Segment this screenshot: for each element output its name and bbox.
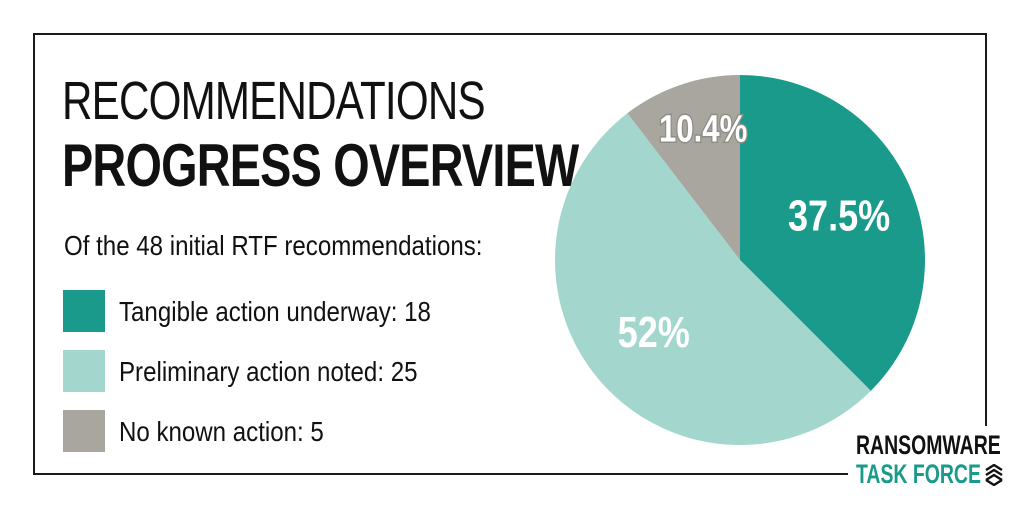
pie-slice-preliminary: [555, 113, 871, 445]
legend-swatch-preliminary: [63, 350, 105, 392]
title-line-1: RECOMMENDATIONS: [62, 71, 486, 131]
legend-label-preliminary: Preliminary action noted: 25: [119, 356, 418, 387]
pie-chart: 37.5% 52% 10.4%: [555, 75, 926, 445]
legend-swatch-tangible: [63, 290, 105, 332]
legend-label-tangible: Tangible action underway: 18: [119, 296, 431, 327]
pie-label-tangible: 37.5%: [788, 191, 890, 240]
pie-label-preliminary: 52%: [618, 308, 690, 357]
intro-text: Of the 48 initial RTF recommendations:: [64, 230, 483, 261]
layered-chevron-icon: [985, 464, 1003, 486]
logo-line-2: TASK FORCE: [856, 459, 981, 489]
pie-slice-tangible: [740, 75, 926, 391]
pie-label-none: 10.4%: [659, 109, 747, 151]
ransomware-task-force-logo: RANSOMWARE TASK FORCE: [848, 426, 1008, 496]
logo-line-1: RANSOMWARE: [856, 430, 1001, 460]
pie-slice-none: [627, 75, 740, 260]
title-line-2: PROGRESS OVERVIEW: [62, 132, 579, 199]
legend-swatch-none: [63, 410, 105, 452]
legend-label-none: No known action: 5: [119, 416, 324, 447]
